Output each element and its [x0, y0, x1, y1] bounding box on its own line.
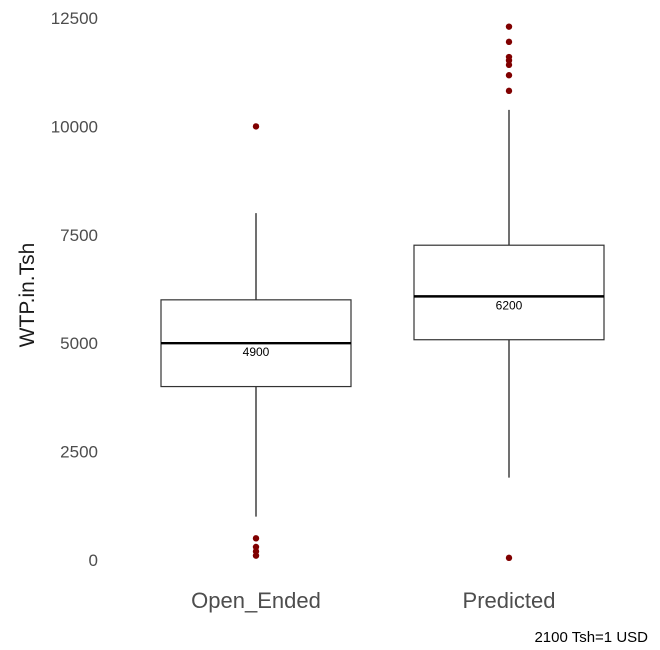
outlier-point: [505, 38, 513, 46]
y-tick-label: 5000: [60, 334, 98, 353]
outlier-point: [252, 552, 260, 559]
outlier-point: [505, 87, 513, 95]
median-label: 6200: [496, 298, 523, 312]
y-tick-label: 7500: [60, 226, 98, 245]
x-axis-category-labels: Open_Ended Predicted: [191, 588, 555, 613]
whiskers: [255, 109, 510, 517]
medians: [161, 295, 604, 345]
outlier-point: [505, 554, 513, 562]
outlier-point: [252, 535, 260, 542]
outlier-point: [252, 123, 260, 130]
x-category-label: Predicted: [463, 588, 556, 613]
y-axis-tick-labels: 0 2500 5000 7500 10000 12500: [51, 9, 98, 570]
y-tick-label: 12500: [51, 9, 98, 28]
box: [413, 244, 605, 341]
median-label: 4900: [243, 345, 270, 359]
median-labels: 4900 6200: [243, 298, 523, 359]
outlier-point: [505, 61, 513, 69]
caption: 2100 Tsh=1 USD: [534, 629, 648, 646]
boxes: [160, 244, 605, 388]
outlier-point: [505, 72, 513, 79]
y-tick-label: 0: [89, 551, 98, 570]
x-category-label: Open_Ended: [191, 588, 321, 613]
y-tick-label: 10000: [51, 117, 98, 136]
outlier-point: [505, 23, 513, 30]
y-tick-label: 2500: [60, 443, 98, 462]
outliers: [252, 23, 513, 562]
y-axis-title: WTP.in.Tsh: [16, 243, 39, 348]
